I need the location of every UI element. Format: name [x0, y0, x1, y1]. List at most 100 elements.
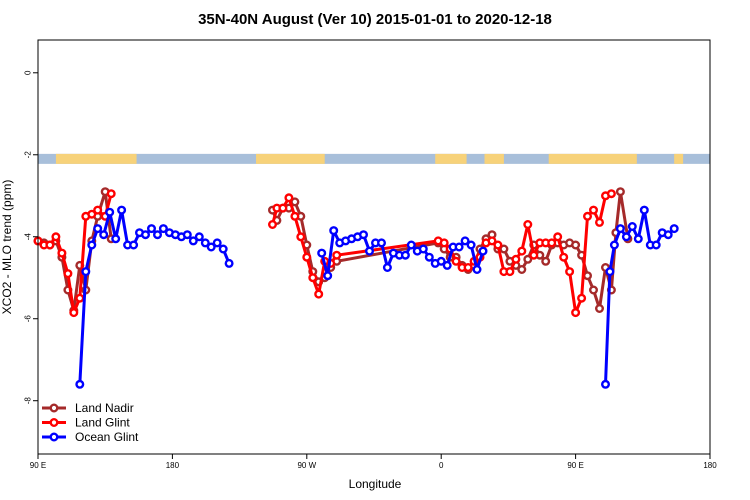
x-axis-label: Longitude — [349, 477, 402, 491]
data-point — [129, 240, 139, 250]
data-point — [302, 252, 312, 262]
legend-item: Land Glint — [42, 416, 130, 430]
data-point — [511, 254, 521, 264]
data-point — [400, 250, 410, 260]
data-point — [418, 244, 428, 254]
data-point — [182, 230, 192, 240]
data-point — [69, 308, 79, 318]
data-point — [206, 242, 216, 252]
data-point — [93, 224, 103, 234]
data-point — [663, 230, 673, 240]
data-point — [382, 263, 392, 273]
data-point — [478, 246, 488, 256]
data-point — [218, 244, 228, 254]
data-point — [553, 232, 563, 242]
x-tick-label: 0 — [439, 461, 444, 470]
data-point — [45, 240, 55, 250]
data-point — [308, 273, 318, 283]
data-point — [406, 240, 416, 250]
chart-title: 35N-40N August (Ver 10) 2015-01-01 to 20… — [198, 11, 552, 28]
data-point — [571, 240, 581, 250]
data-point — [529, 250, 539, 260]
data-point — [595, 304, 605, 314]
data-point — [601, 379, 611, 389]
data-point — [87, 209, 97, 219]
data-point — [589, 285, 599, 295]
data-point — [323, 271, 333, 281]
y-tick-label: -6 — [23, 315, 32, 323]
data-point — [75, 379, 85, 389]
data-point — [317, 248, 327, 258]
data-point — [329, 226, 339, 236]
y-tick-label: -4 — [23, 233, 32, 241]
data-point — [451, 256, 461, 266]
data-point — [639, 205, 649, 215]
data-point — [314, 289, 324, 299]
data-point — [499, 244, 509, 254]
data-point — [146, 224, 156, 234]
data-point — [615, 224, 625, 234]
data-point — [487, 236, 497, 246]
data-point — [633, 234, 643, 244]
data-point — [463, 263, 473, 273]
data-point — [577, 293, 587, 303]
legend-label: Ocean Glint — [75, 430, 139, 444]
land-segment — [435, 153, 467, 164]
data-point — [359, 230, 369, 240]
data-point — [669, 224, 679, 234]
legend-marker — [49, 418, 59, 428]
data-point — [651, 240, 661, 250]
data-point — [194, 232, 204, 242]
data-point — [439, 238, 449, 248]
data-point — [290, 211, 300, 221]
data-point — [493, 240, 503, 250]
data-point — [117, 205, 127, 215]
data-point — [571, 308, 581, 318]
data-point — [57, 248, 67, 258]
ocean-strip — [38, 153, 710, 164]
data-point — [523, 254, 533, 264]
legend-marker — [49, 403, 59, 413]
data-point — [505, 267, 515, 277]
data-point — [605, 267, 615, 277]
data-point — [106, 189, 116, 199]
data-point — [606, 189, 616, 199]
land-segment — [256, 153, 325, 164]
data-point — [278, 203, 288, 213]
data-point — [140, 230, 150, 240]
data-point — [466, 240, 476, 250]
data-point — [615, 187, 625, 197]
y-tick-label: -2 — [23, 151, 32, 159]
series-ocean-glint — [75, 205, 679, 389]
landmask-strip — [38, 153, 710, 164]
data-point — [460, 236, 470, 246]
data-point — [51, 232, 61, 242]
data-point — [609, 240, 619, 250]
data-point — [200, 238, 210, 248]
y-tick-label: -8 — [23, 397, 32, 405]
data-point — [565, 267, 575, 277]
data-point — [472, 265, 482, 275]
data-point — [93, 205, 103, 215]
y-axis-label: XCO2 - MLO trend (ppm) — [0, 180, 14, 315]
data-point — [523, 219, 533, 229]
data-point — [105, 207, 115, 217]
data-point — [224, 258, 234, 268]
data-point — [268, 219, 278, 229]
data-point — [75, 293, 85, 303]
x-tick-label: 90 W — [297, 461, 316, 470]
x-tick-label: 90 E — [567, 461, 583, 470]
data-point — [111, 234, 121, 244]
legend-item: Land Nadir — [42, 401, 134, 415]
legend-marker — [49, 432, 59, 442]
data-point — [583, 271, 593, 281]
data-point — [63, 269, 73, 279]
land-segment — [674, 153, 684, 164]
data-point — [332, 250, 342, 260]
data-point — [589, 205, 599, 215]
data-point — [559, 252, 569, 262]
data-point — [284, 193, 294, 203]
data-point — [517, 265, 527, 275]
